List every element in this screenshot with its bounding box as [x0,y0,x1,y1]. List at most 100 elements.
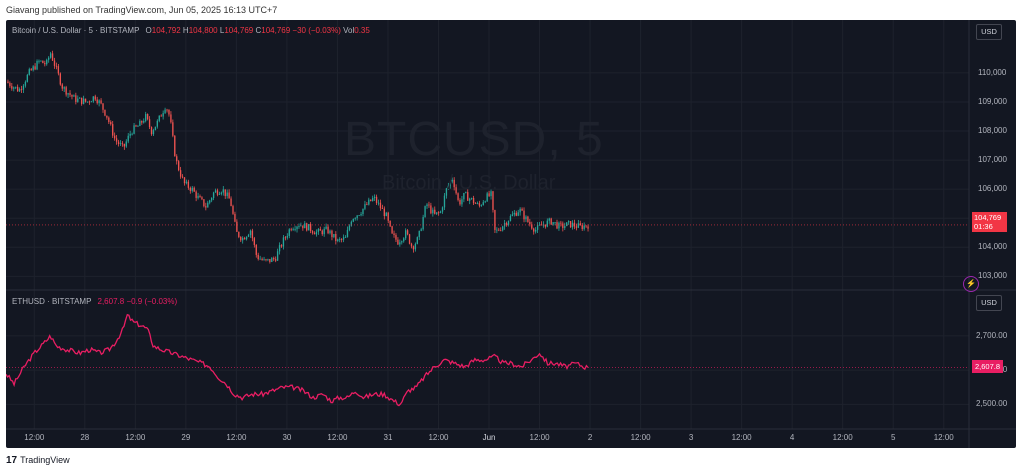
btc-last-price-tag: 104,769 01:36 [972,212,1007,232]
btc-candle-body [44,63,46,65]
footer-branding[interactable]: 17 TradingView [6,452,70,468]
x-tick-label: 12:00 [125,433,146,442]
btc-candle-body [53,60,56,66]
btc-candle-body [350,221,353,226]
x-tick-label: 4 [789,433,795,442]
btc-legend[interactable]: Bitcoin / U.S. Dollar · 5 · BITSTAMP O10… [12,26,370,35]
btc-y-tick-label: 109,000 [978,96,1007,106]
btc-candle-body [49,53,52,58]
btc-candle-body [121,143,124,145]
btc-candle-body [302,225,304,229]
high-label: H [182,26,189,35]
btc-candle-body [139,121,141,127]
btc-candle-body [224,189,226,196]
eth-last-value: 2,607.8 [97,297,125,306]
btc-candle-body [540,224,543,226]
btc-candle-body [183,177,186,184]
btc-candle-body [375,196,378,203]
btc-candle-body [534,229,537,232]
btc-candle-body [437,212,440,214]
btc-candle-body [88,101,91,103]
btc-candle-body [28,69,30,75]
eth-currency-button[interactable]: USD [976,295,1002,311]
symbol-watermark: BTCUSD, 5 [344,113,604,166]
btc-candle-body [294,229,296,231]
btc-candle-body [480,205,483,206]
chart-canvas[interactable] [6,20,1016,448]
btc-candle-body [348,225,351,230]
eth-legend[interactable]: ETHUSD · BITSTAMP 2,607.8 −0.9 (−0.03%) [12,297,177,306]
btc-candle-body [441,207,444,212]
btc-candle-body [38,60,40,62]
eth-line-series [6,313,969,407]
btc-candle-body [307,224,310,231]
tradingview-brand[interactable]: TradingView [20,455,70,465]
x-tick-label: Jun [482,433,496,442]
btc-candle-body [453,179,455,188]
btc-candle-body [189,187,191,191]
btc-candle-body [16,86,19,92]
x-tick-label: 12:00 [24,433,45,442]
btc-candle-body [403,238,405,242]
btc-candle-body [77,98,79,102]
btc-candle-body [158,115,160,121]
btc-candle-body [546,220,548,227]
btc-candle-body [556,222,558,229]
btc-candle-body [42,60,44,64]
btc-candle-body [232,206,234,214]
btc-candle-body [484,201,486,203]
btc-candle-body [282,237,285,247]
vol-value: 0.35 [354,26,370,35]
btc-candle-body [579,223,581,226]
btc-candle-body [383,208,386,217]
eth-change-value: −0.9 (−0.03%) [126,297,178,306]
btc-candle-body [457,193,459,200]
btc-candle-body [143,120,145,123]
btc-candle-body [317,229,320,232]
btc-candle-body [129,133,131,136]
btc-candle-body [410,243,413,247]
btc-candle-body [238,231,240,238]
btc-candle-body [515,212,517,216]
btc-candle-body [364,204,366,209]
btc-symbol-label[interactable]: Bitcoin / U.S. Dollar · 5 · BITSTAMP [12,26,140,35]
btc-y-tick-label: 108,000 [978,126,1007,136]
x-tick-label: 12:00 [428,433,449,442]
btc-candle-body [325,226,327,229]
btc-candle-body [492,191,494,210]
btc-candle-body [172,122,174,136]
btc-candle-body [474,203,477,204]
btc-candle-body [342,237,345,240]
btc-candle-body [550,218,552,225]
low-value: 104,769 [224,26,254,35]
btc-candle-body [313,232,316,235]
btc-candle-body [573,222,576,227]
btc-candle-body [346,229,349,238]
btc-candle-body [73,95,75,97]
btc-candle-body [420,229,422,231]
btc-candle-body [288,229,290,236]
btc-candle-body [65,87,67,95]
btc-y-tick-label: 110,000 [978,67,1007,77]
btc-candle-body [372,197,374,201]
btc-candle-body [193,187,195,192]
btc-candle-body [263,259,265,261]
btc-candle-body [125,141,127,147]
lightning-icon[interactable]: ⚡ [963,276,979,292]
btc-candle-body [404,230,407,239]
btc-candle-body [470,197,473,199]
btc-candle-body [242,238,244,241]
btc-candles [6,50,969,264]
btc-candle-body [571,222,574,228]
x-tick-label: 30 [282,433,292,442]
btc-candle-body [494,209,496,230]
btc-candle-body [102,103,104,110]
chart-area[interactable]: BTCUSD, 5 Bitcoin / U.S. Dollar Bitcoin … [6,20,1016,448]
btc-currency-button[interactable]: USD [976,24,1002,40]
eth-symbol-label[interactable]: ETHUSD · BITSTAMP [12,297,92,306]
btc-candle-body [362,208,364,214]
btc-candle-body [160,115,162,117]
open-value: 104,792 [151,26,181,35]
btc-candle-body [141,121,143,123]
btc-candle-body [228,192,230,199]
